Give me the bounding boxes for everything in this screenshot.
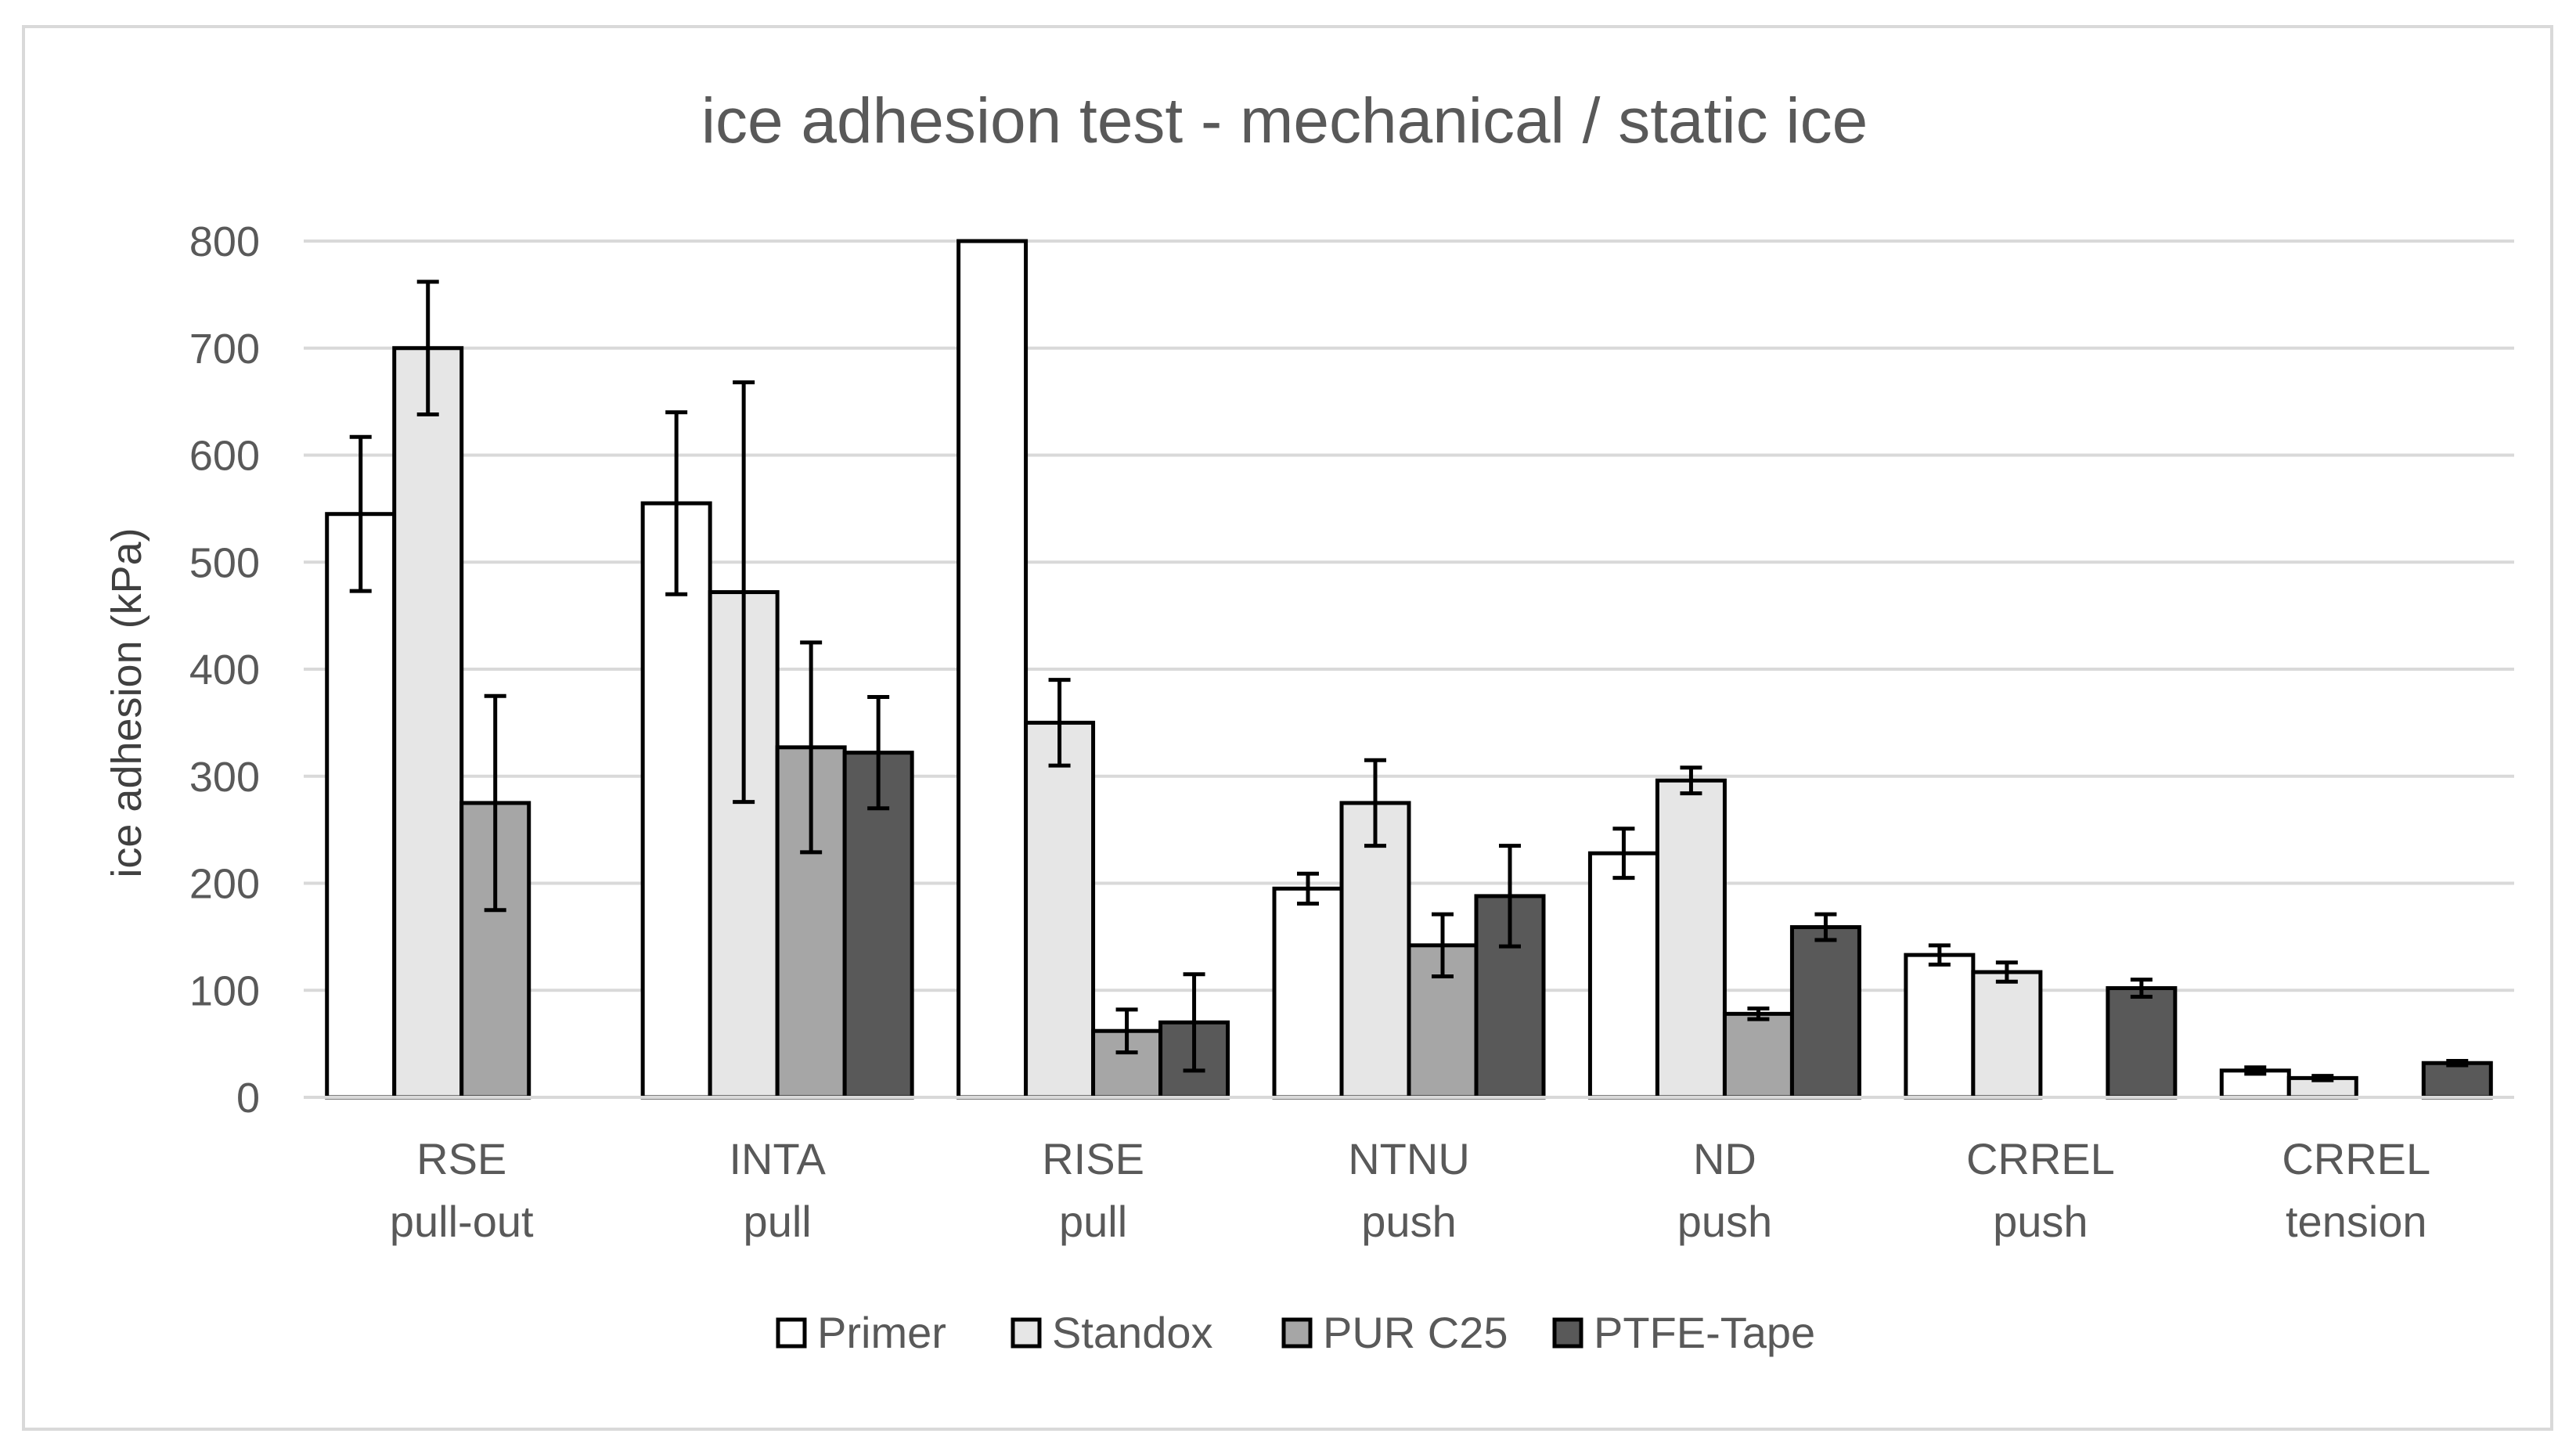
bar-primer-2 [957, 239, 1029, 1100]
error-bar-primer-0 [349, 434, 372, 593]
category-label: RSE [416, 1134, 506, 1183]
bar-standox-4 [1655, 778, 1727, 1100]
category-label: CRREL [2282, 1134, 2430, 1183]
y-tick-label: 800 [189, 218, 260, 265]
error-bar-standox-6 [2311, 1074, 2334, 1082]
error-bars [349, 279, 2469, 1082]
error-bar-standox-2 [1048, 678, 1071, 768]
y-tick-label: 100 [189, 967, 260, 1014]
error-bar-primer-6 [2244, 1065, 2267, 1076]
error-bar-pur-c25-4 [1747, 1006, 1770, 1021]
category-labels: RSE pull-out INTA pull RISE pull NTNU push ND pus… [390, 1134, 2430, 1246]
legend-label: Primer [817, 1308, 946, 1357]
bar-standox-0 [392, 346, 464, 1100]
category-label: push [1361, 1197, 1456, 1246]
y-tick-label: 0 [236, 1075, 260, 1122]
chart-frame: ice adhesion test - mechanical / static … [22, 25, 2553, 1431]
error-bar-primer-3 [1297, 871, 1319, 906]
legend-swatch [1552, 1317, 1583, 1349]
legend: Primer Standox PUR C25 PTFE-Tape [776, 1308, 1815, 1357]
bar-standox-5 [1971, 970, 2043, 1100]
legend-label: PTFE-Tape [1594, 1308, 1815, 1357]
category-label: NTNU [1348, 1134, 1470, 1183]
category-label: tension [2286, 1197, 2427, 1246]
error-bar-primer-5 [1928, 943, 1951, 967]
legend-item-primer: Primer [776, 1308, 946, 1357]
legend-label: Standox [1052, 1308, 1213, 1357]
error-bar-primer-1 [665, 410, 688, 596]
error-bar-pur-c25-3 [1432, 912, 1454, 978]
error-bar-pur-c25-1 [800, 640, 823, 855]
error-bar-standox-0 [416, 279, 439, 417]
legend-item-pur-c25: PUR C25 [1281, 1308, 1508, 1357]
legend-swatch [1011, 1317, 1042, 1349]
category-label: RISE [1042, 1134, 1144, 1183]
category-label: INTA [729, 1134, 826, 1183]
chart-title: ice adhesion test - mechanical / static … [701, 85, 1868, 157]
error-bar-standox-5 [1995, 960, 2018, 984]
error-bar-standox-1 [733, 380, 755, 805]
y-tick-labels: 0 100 200 300 400 500 600 700 800 [189, 218, 260, 1122]
legend-item-standox: Standox [1011, 1308, 1213, 1357]
bar-primer-5 [1904, 953, 1976, 1100]
category-label: CRREL [1966, 1134, 2115, 1183]
bar-pur-c25-4 [1722, 1011, 1794, 1100]
legend-swatch [1281, 1317, 1313, 1349]
chart-svg: ice adhesion test - mechanical / static … [103, 85, 2514, 1357]
error-bar-standox-4 [1680, 765, 1702, 796]
legend-item-ptfe-tape: PTFE-Tape [1552, 1308, 1815, 1357]
bar-primer-4 [1587, 851, 1659, 1100]
error-bar-ptfe-tape-6 [2446, 1059, 2469, 1068]
category-label: push [1993, 1197, 2088, 1246]
error-bar-pur-c25-2 [1115, 1007, 1138, 1055]
category-label: push [1677, 1197, 1772, 1246]
y-tick-label: 600 [189, 433, 260, 480]
error-bar-ptfe-tape-4 [1814, 912, 1837, 942]
bar-ptfe-tape-4 [1789, 925, 1861, 1100]
error-bar-pur-c25-0 [484, 693, 506, 913]
y-tick-label: 400 [189, 646, 260, 693]
error-bar-standox-3 [1364, 758, 1386, 848]
bar-primer-0 [325, 512, 397, 1100]
category-label: ND [1693, 1134, 1756, 1183]
category-label: pull [744, 1197, 812, 1246]
category-label: pull [1059, 1197, 1127, 1246]
y-axis-label: ice adhesion (kPa) [103, 528, 150, 877]
bar-ptfe-tape-6 [2421, 1061, 2493, 1100]
y-tick-label: 700 [189, 326, 260, 373]
category-label: pull-out [390, 1197, 534, 1246]
y-tick-label: 200 [189, 861, 260, 908]
legend-label: PUR C25 [1323, 1308, 1508, 1357]
error-bar-ptfe-tape-1 [867, 695, 890, 811]
error-bar-ptfe-tape-3 [1499, 844, 1521, 949]
bar-standox-2 [1024, 720, 1096, 1100]
bar-ptfe-tape-5 [2106, 986, 2178, 1100]
y-tick-label: 500 [189, 539, 260, 586]
error-bar-ptfe-tape-5 [2130, 978, 2153, 999]
y-tick-label: 300 [189, 754, 260, 801]
error-bar-primer-4 [1612, 827, 1635, 881]
legend-swatch [776, 1317, 807, 1349]
bar-primer-3 [1272, 886, 1344, 1100]
error-bar-ptfe-tape-2 [1183, 972, 1205, 1073]
